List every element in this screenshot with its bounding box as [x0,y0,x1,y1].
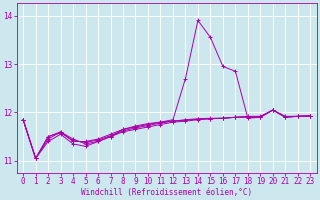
X-axis label: Windchill (Refroidissement éolien,°C): Windchill (Refroidissement éolien,°C) [81,188,252,197]
